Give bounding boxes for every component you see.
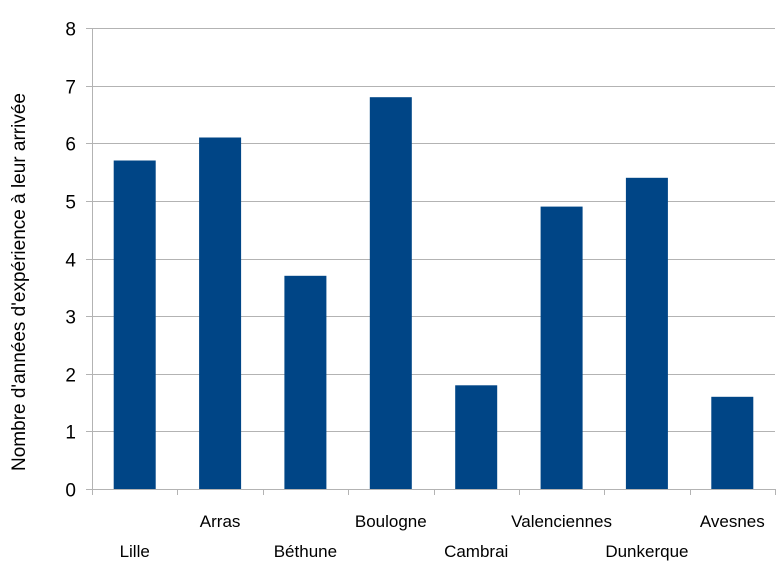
axes xyxy=(86,28,776,495)
labels: 0 1 2 3 4 5 6 7 8 Lille Arras Béthune Boulogne Cambra… xyxy=(65,20,764,562)
y-tick-label: 5 xyxy=(65,193,76,214)
y-tick-label: 0 xyxy=(65,481,76,502)
x-tick-label: Avesnes xyxy=(700,512,765,531)
bars xyxy=(113,97,754,490)
gridlines xyxy=(92,28,775,432)
bar-arras xyxy=(199,137,242,489)
y-tick-label: 3 xyxy=(65,308,76,329)
y-axis-label: Nombre d'années d'expérience à leur arri… xyxy=(9,93,30,471)
bar-boulogne xyxy=(369,97,412,489)
y-tick-label: 1 xyxy=(65,423,76,444)
bar-valenciennes xyxy=(540,206,583,489)
x-tick-label: Boulogne xyxy=(355,512,427,531)
y-tick-label: 4 xyxy=(65,251,76,272)
bar-dunkerque xyxy=(625,177,668,490)
x-tick-label: Arras xyxy=(200,512,241,531)
bar-béthune xyxy=(284,275,327,489)
y-tick-label: 2 xyxy=(65,366,76,387)
x-tick-label: Dunkerque xyxy=(605,542,688,561)
bar-cambrai xyxy=(455,385,498,489)
x-tick-label: Béthune xyxy=(274,542,337,561)
y-tick-label: 6 xyxy=(65,135,76,156)
x-tick-label: Lille xyxy=(120,542,150,561)
y-tick-label: 7 xyxy=(65,78,76,99)
bar-avesnes xyxy=(711,396,754,489)
bar-lille xyxy=(113,160,156,489)
x-tick-label: Valenciennes xyxy=(511,512,612,531)
x-tick-label: Cambrai xyxy=(444,542,508,561)
y-tick-label: 8 xyxy=(65,20,76,41)
